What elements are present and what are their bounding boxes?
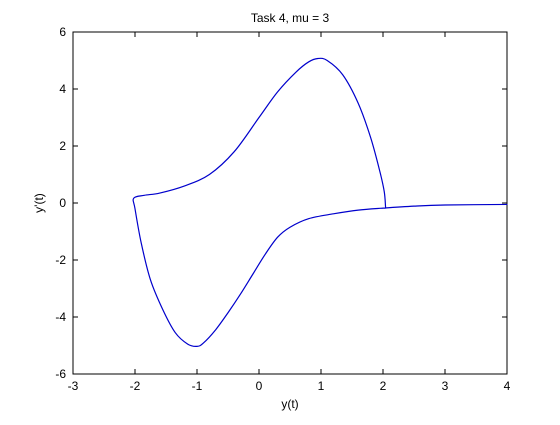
y-tick-label: -2	[55, 253, 66, 267]
series-layer	[132, 57, 508, 347]
x-tick-label: 2	[380, 379, 387, 393]
ticks-layer	[72, 31, 508, 375]
tick-labels-layer: -3 -2 -1 0 1 2 3 4 -6 -4 -2 0 2 4 6	[55, 25, 510, 393]
y-axis-label: y'(t)	[32, 193, 46, 213]
series-line	[132, 57, 508, 347]
y-tick-label: 4	[59, 82, 66, 96]
x-tick-label: 0	[256, 379, 263, 393]
plot-area	[72, 31, 508, 375]
x-tick-label: 3	[442, 379, 449, 393]
y-tick-label: 0	[59, 196, 66, 210]
y-tick-label: -4	[55, 310, 66, 324]
x-tick-label: -1	[192, 379, 203, 393]
x-tick-label: 4	[504, 379, 511, 393]
x-tick-label: -2	[130, 379, 141, 393]
y-tick-label: 6	[59, 25, 66, 39]
y-tick-label: 2	[59, 139, 66, 153]
x-tick-label: 1	[318, 379, 325, 393]
y-tick-label: -6	[55, 367, 66, 381]
chart-title: Task 4, mu = 3	[251, 11, 330, 25]
x-tick-label: -3	[68, 379, 79, 393]
x-axis-label: y(t)	[281, 397, 298, 411]
